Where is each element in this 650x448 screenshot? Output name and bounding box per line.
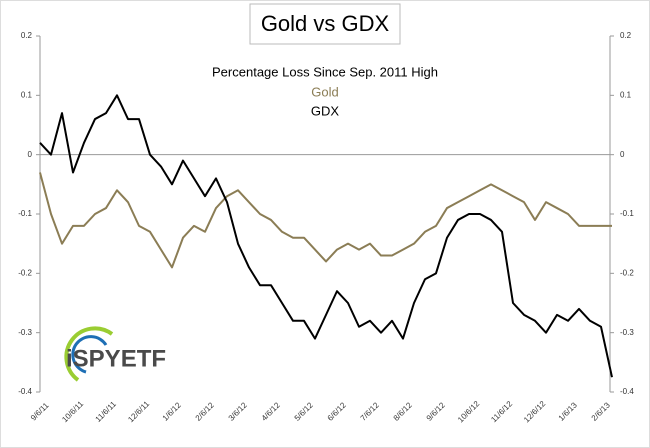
legend-entry: Gold (311, 84, 338, 99)
legend-entry: GDX (311, 103, 340, 118)
chart-title: Gold vs GDX (261, 11, 390, 36)
y2-tick-label: -0.3 (620, 328, 634, 337)
y2-tick-label: 0.2 (620, 31, 632, 40)
y-tick-label: -0.1 (18, 209, 32, 218)
y2-tick-label: 0.1 (620, 90, 632, 99)
title-box (249, 3, 401, 45)
y-tick-label: 0.2 (21, 31, 33, 40)
logo-text: iSPYETF (66, 345, 166, 372)
y-tick-label: 0 (28, 150, 33, 159)
y-tick-label: -0.3 (18, 328, 32, 337)
y2-tick-label: 0 (620, 150, 625, 159)
logo-swirl (64, 326, 114, 382)
line-series (39, 94, 613, 378)
logo: iSPYETF (64, 326, 166, 382)
y2-tick-label: -0.4 (620, 387, 634, 396)
y-tick-label: -0.4 (18, 387, 32, 396)
subtitle: Percentage Loss Since Sep. 2011 High (212, 64, 438, 79)
logo-swirl (71, 335, 108, 374)
y-tick-label: 0.1 (21, 90, 33, 99)
y2-tick-label: -0.1 (620, 209, 634, 218)
y2-tick-label: -0.2 (620, 268, 634, 277)
y-tick-label: -0.2 (18, 268, 32, 277)
line-series (39, 172, 612, 269)
